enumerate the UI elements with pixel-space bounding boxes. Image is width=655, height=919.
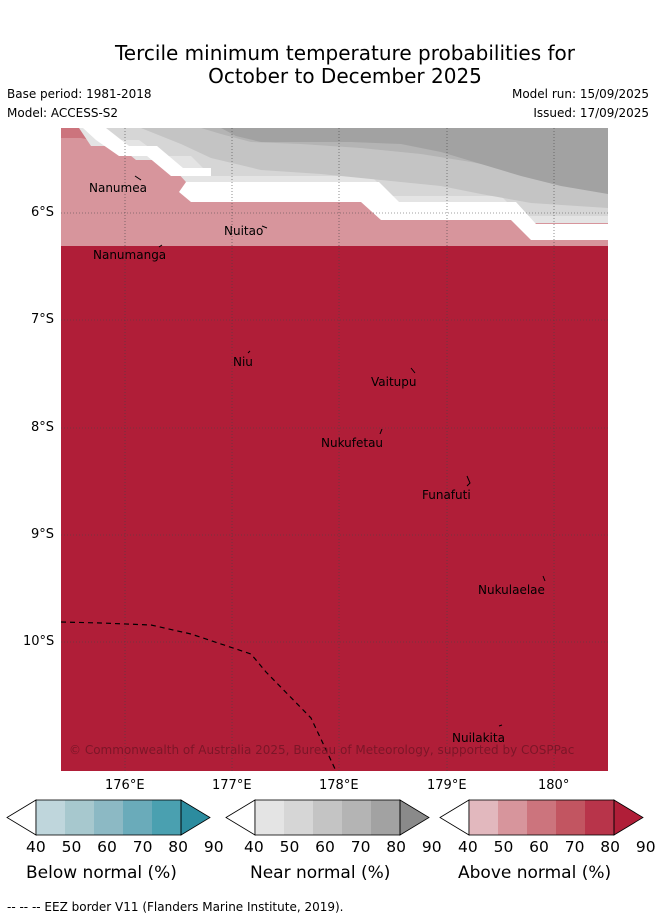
colorbar-1-swatch-5: [371, 800, 400, 835]
place-nuilakita: Nuilakita: [452, 731, 505, 745]
place-niu: Niu: [233, 355, 253, 369]
colorbar-2-swatch-3: [527, 800, 556, 835]
island-nukulaelae: [542, 575, 546, 582]
place-nukulaelae: Nukulaelae: [478, 583, 545, 597]
colorbar-0-swatch-1: [36, 800, 65, 835]
islands: [134, 175, 546, 727]
lon-label-178e: 178°E: [319, 778, 359, 793]
colorbar-0-swatch-4: [123, 800, 152, 835]
island-funafuti: [466, 475, 471, 487]
below-normal-label: Below normal (%): [26, 863, 177, 883]
title-line-2: October to December 2025: [208, 64, 482, 88]
lat-label-8s: 8°S: [31, 420, 55, 435]
lat-label-10s: 10°S: [23, 634, 55, 649]
colorbar-0-frame: [35, 799, 182, 836]
near-80-zone: [221, 128, 608, 194]
lon-label-177e: 177°E: [212, 778, 252, 793]
island-nukufetau: [379, 428, 383, 435]
eez-footer-note: -- -- -- EEZ border V11 (Flanders Marine…: [7, 900, 344, 914]
place-nuitao: Nuitao: [224, 224, 264, 238]
near-normal-label: Near normal (%): [250, 863, 391, 883]
colorbars: [6, 799, 644, 836]
colorbar-1-max-extend: [399, 799, 430, 836]
lon-label-180: 180°: [538, 778, 570, 793]
place-funafuti: Funafuti: [422, 488, 471, 502]
white-gap-2: [179, 182, 608, 240]
lat-label-7s: 7°S: [31, 312, 55, 327]
island-vaitupu: [410, 367, 416, 374]
island-nuilakita: [498, 724, 503, 727]
cb2-ticks: 40 50 60 70 80 90: [244, 838, 442, 856]
graticule: [61, 128, 608, 771]
cb3-ticks: 40 50 60 70 80 90: [458, 838, 655, 856]
colorbar-1-frame: [254, 799, 401, 836]
colorbar-2-max-extend: [613, 799, 644, 836]
colorbar-1-min-extend: [225, 799, 256, 836]
colorbar-2-min-extend: [439, 799, 470, 836]
island-nanumea: [134, 175, 142, 181]
model-name: Model: ACCESS-S2: [7, 106, 119, 120]
island-nanumanga: [158, 244, 163, 248]
white-gap-1: [83, 128, 211, 176]
eez-border: [61, 621, 337, 771]
lon-label-179e: 179°E: [427, 778, 467, 793]
colorbar-0-swatch-5: [152, 800, 181, 835]
colorbar-1-swatch-1: [255, 800, 284, 835]
model-run: Model run: 15/09/2025: [511, 87, 649, 101]
colorbar-1-swatch-4: [342, 800, 371, 835]
island-niu: [247, 350, 251, 354]
colorbar-0-swatch-3: [94, 800, 123, 835]
title-line-1: Tercile minimum temperature probabilitie…: [114, 41, 576, 65]
probability-map: [61, 128, 608, 771]
colorbar-2-swatch-4: [556, 800, 585, 835]
colorbar-0-max-extend: [180, 799, 211, 836]
colorbar-2-swatch-1: [469, 800, 498, 835]
lat-label-6s: 6°S: [31, 205, 55, 220]
colorbar-0-min-extend: [6, 799, 37, 836]
above-normal-label: Above normal (%): [458, 863, 612, 883]
place-vaitupu: Vaitupu: [371, 375, 417, 389]
colorbar-1-swatch-3: [313, 800, 342, 835]
place-nukufetau: Nukufetau: [321, 436, 384, 450]
cb1-ticks: 40 50 60 70 80 90: [26, 838, 224, 856]
colorbar-2-swatch-5: [585, 800, 614, 835]
issued-date: Issued: 17/09/2025: [533, 106, 649, 120]
colorbar-2-swatch-2: [498, 800, 527, 835]
lon-label-176e: 176°E: [105, 778, 145, 793]
lat-label-9s: 9°S: [31, 527, 55, 542]
copyright-notice: © Commonwealth of Australia 2025, Bureau…: [69, 743, 575, 757]
place-nanumanga: Nanumanga: [93, 248, 167, 262]
island-nuitao: [261, 225, 268, 229]
colorbar-0-swatch-2: [65, 800, 94, 835]
colorbar-1-swatch-2: [284, 800, 313, 835]
colorbar-2-frame: [468, 799, 615, 836]
base-period: Base period: 1981-2018: [7, 87, 152, 101]
place-nanumea: Nanumea: [89, 181, 147, 195]
